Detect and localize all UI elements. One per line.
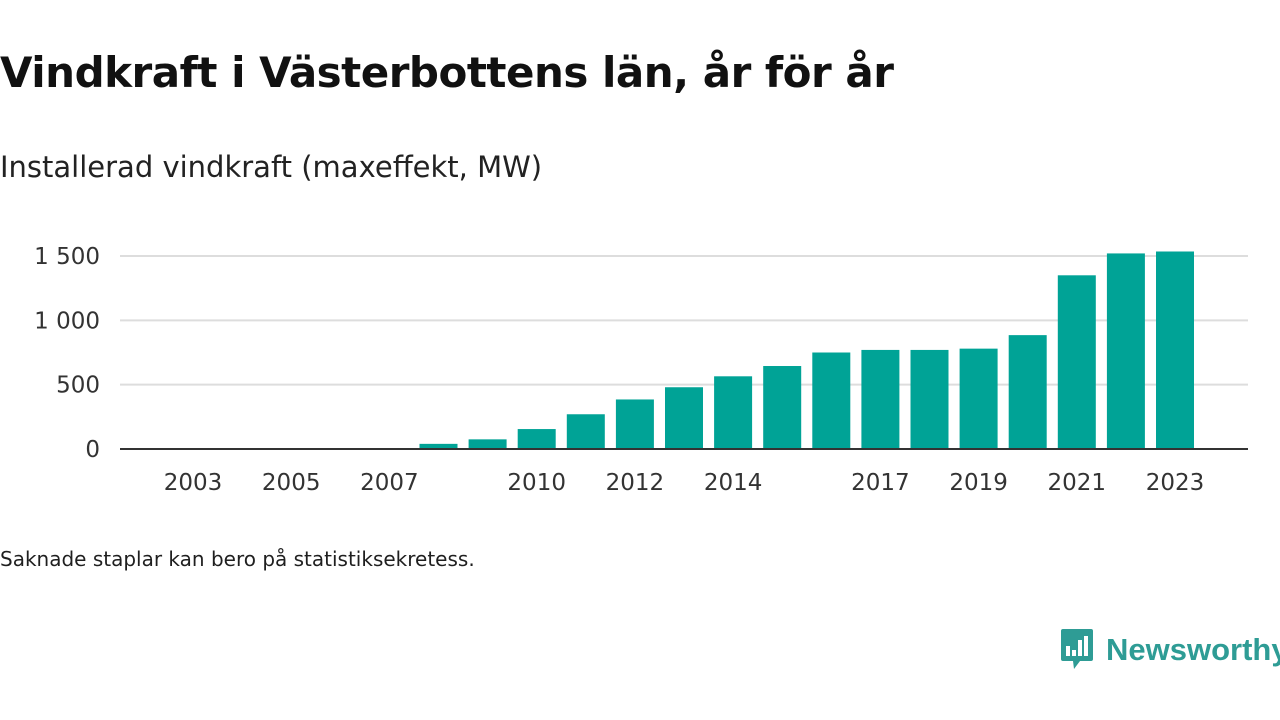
bar-2020 bbox=[1008, 335, 1047, 449]
y-tick-label: 0 bbox=[85, 437, 100, 463]
bar-2010 bbox=[517, 429, 556, 449]
x-tick-label: 2019 bbox=[949, 470, 1008, 496]
bar-2016 bbox=[812, 352, 851, 449]
x-tick-label: 2005 bbox=[262, 470, 321, 496]
x-tick-label: 2021 bbox=[1048, 470, 1107, 496]
x-tick-label: 2017 bbox=[851, 470, 910, 496]
bar-2014 bbox=[714, 376, 753, 449]
tick-labels: 0 500 1 000 1 500 2003 2005 2007 2010 2012 2014 20… bbox=[34, 244, 1204, 496]
x-tick-label: 2003 bbox=[164, 470, 223, 496]
bar-chart: 0 500 1 000 1 500 2003 2005 2007 2010 2012 2014 20… bbox=[34, 244, 1248, 496]
chart-title: Vindkraft i Västerbottens län, år för år bbox=[0, 48, 894, 97]
bar-2013 bbox=[665, 387, 703, 449]
bar-2022 bbox=[1106, 253, 1145, 449]
newsworthy-logo-text: Newsworthy bbox=[1106, 632, 1280, 667]
bar-2008 bbox=[419, 443, 458, 449]
bar-2011 bbox=[566, 414, 605, 449]
bars bbox=[419, 251, 1194, 449]
chart-subtitle: Installerad vindkraft (maxeffekt, MW) bbox=[0, 150, 543, 184]
footnote: Saknade staplar kan bero på statistiksek… bbox=[0, 547, 475, 571]
bar-2019 bbox=[959, 348, 998, 449]
x-tick-label: 2014 bbox=[704, 470, 763, 496]
y-tick-label: 500 bbox=[56, 373, 100, 399]
x-tick-label: 2007 bbox=[360, 470, 419, 496]
bar-2018 bbox=[910, 349, 949, 449]
bar-2021 bbox=[1057, 275, 1096, 449]
bar-2017 bbox=[861, 349, 900, 449]
bar-2009 bbox=[468, 439, 507, 449]
bar-2015 bbox=[763, 366, 802, 449]
bar-2023 bbox=[1156, 251, 1194, 449]
x-tick-label: 2023 bbox=[1146, 470, 1205, 496]
y-tick-label: 1 500 bbox=[34, 244, 100, 270]
y-tick-label: 1 000 bbox=[34, 308, 100, 334]
bar-2012 bbox=[615, 399, 654, 449]
newsworthy-logo: Newsworthy bbox=[1060, 628, 1280, 672]
x-tick-label: 2012 bbox=[606, 470, 665, 496]
newsworthy-logo-icon bbox=[1061, 629, 1093, 669]
x-tick-label: 2010 bbox=[507, 470, 566, 496]
